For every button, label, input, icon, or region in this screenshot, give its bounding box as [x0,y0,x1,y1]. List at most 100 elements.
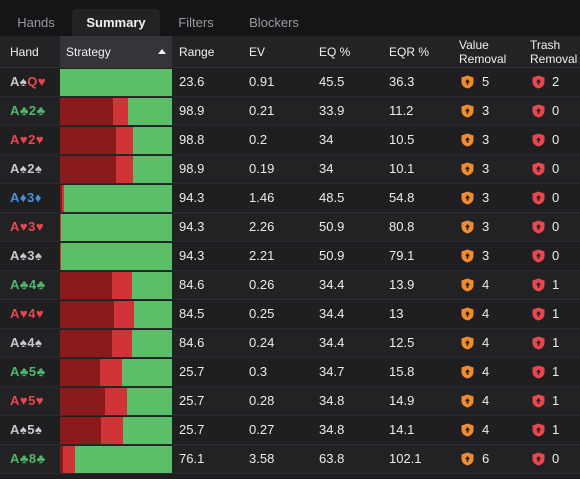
card-rank: A [10,103,20,118]
tab-blockers[interactable]: Blockers [249,15,299,30]
column-header-range[interactable]: Range [179,45,215,59]
tab-hands[interactable]: Hands [17,15,55,30]
range-cell: 98.9 [179,161,205,176]
suit-heart-icon: ♥ [19,219,29,234]
suit-heart-icon: ♥ [19,393,29,408]
tab-filters[interactable]: Filters [178,15,214,30]
hand-cell: A♠3♠ [10,242,42,270]
trash-removal-count: 0 [552,103,560,118]
strategy-segment-raise-small [116,127,133,154]
column-header-eq[interactable]: EQ % [319,45,351,59]
value-removal-count: 3 [482,248,490,263]
trash-removal-count: 1 [552,393,560,408]
strategy-segment-check [131,272,172,299]
suit-club-icon: ♣ [36,103,46,118]
table-row[interactable]: A♣2♣ 98.9 0.21 33.9 11.2 3 0 [0,97,580,126]
strategy-segment-raise-large [60,330,112,357]
sort-ascending-icon[interactable] [158,49,166,54]
equity-cell: 33.9 [319,103,345,118]
table-row[interactable]: A♥2♥ 98.8 0.2 34 10.5 3 0 [0,126,580,155]
tab-bar: Hands Summary Filters Blockers [0,0,580,36]
table-row[interactable]: A♥5♥ 25.7 0.28 34.8 14.9 4 1 [0,387,580,416]
suit-heart-icon: ♥ [35,393,45,408]
card-rank: 5 [28,393,36,408]
column-header-trash-removal[interactable]: Trash Removal [530,36,577,68]
equity-cell: 34.4 [319,277,345,292]
equity-cell: 34.8 [319,422,345,437]
strategy-segment-raise-small [112,98,129,125]
table-row[interactable]: A♠3♠ 94.3 2.21 50.9 79.1 3 0 [0,242,580,271]
value-removal-count: 4 [482,364,490,379]
column-header-trash-removal-line1: Trash [530,38,561,52]
table-row[interactable]: A♥4♥ 84.5 0.25 34.4 13 4 1 [0,300,580,329]
column-header-strategy[interactable]: Strategy [60,36,172,68]
value-removal-count: 3 [482,103,490,118]
table-row[interactable]: A♠Q♥ 23.6 0.91 45.5 36.3 5 2 [0,68,580,97]
eqr-cell: 14.9 [389,393,415,408]
strategy-segment-raise-small [116,156,133,183]
value-removal-count: 4 [482,422,490,437]
table-row[interactable]: A♠2♠ 98.9 0.19 34 10.1 3 0 [0,155,580,184]
column-header-value-removal[interactable]: Value Removal [459,36,506,68]
eqr-cell: 79.1 [389,248,415,263]
strategy-segment-raise-small [111,330,132,357]
hand-cell: A♣5♣ [10,358,46,386]
suit-spade-icon: ♠ [19,335,28,350]
ev-cell: 1.46 [249,190,275,205]
trash-removal-shield-icon [532,307,545,321]
equity-cell: 48.5 [319,190,345,205]
strategy-bar [60,388,172,415]
strategy-bar [60,359,172,386]
value-removal-count: 3 [482,132,490,147]
hand-cell: A♥3♥ [10,213,44,241]
card-rank: 3 [27,190,35,205]
strategy-segment-raise-small [100,359,122,386]
strategy-segment-raise-large [60,272,112,299]
trash-removal-count: 1 [552,277,560,292]
value-removal-count: 5 [482,74,490,89]
ev-cell: 0.91 [249,74,275,89]
table-row[interactable]: A♦3♦ 94.3 1.46 48.5 54.8 3 0 [0,184,580,213]
equity-cell: 34.7 [319,364,345,379]
table-row[interactable]: A♠4♠ 84.6 0.24 34.4 12.5 4 1 [0,329,580,358]
ev-cell: 2.26 [249,219,275,234]
ev-cell: 3.58 [249,451,275,466]
hand-cell: A♣8♣ [10,445,46,473]
column-header-hand[interactable]: Hand [10,45,39,59]
column-header-ev[interactable]: EV [249,45,266,59]
suit-club-icon: ♣ [36,364,46,379]
equity-cell: 63.8 [319,451,345,466]
tab-summary[interactable]: Summary [72,9,160,36]
trash-removal-count: 1 [552,364,560,379]
ev-cell: 0.27 [249,422,275,437]
table-row[interactable]: A♣4♣ 84.6 0.26 34.4 13.9 4 1 [0,271,580,300]
suit-spade-icon: ♠ [19,422,28,437]
suit-heart-icon: ♥ [35,306,45,321]
table-row[interactable]: A♥3♥ 94.3 2.26 50.9 80.8 3 0 [0,213,580,242]
table-header: Hand Strategy Range EV EQ % EQR % Value … [0,36,580,68]
card-rank: A [10,335,20,350]
strategy-segment-raise-small [63,446,75,473]
range-cell: 25.7 [179,393,205,408]
hand-cell: A♠5♠ [10,416,42,444]
strategy-segment-raise-small [60,243,62,270]
value-removal-shield-icon [461,452,474,466]
hand-cell: A♥4♥ [10,300,44,328]
eqr-cell: 80.8 [389,219,415,234]
value-removal-count: 4 [482,277,490,292]
suit-heart-icon: ♥ [19,306,29,321]
strategy-segment-raise-large [60,156,116,183]
value-removal-count: 4 [482,306,490,321]
ev-cell: 0.28 [249,393,275,408]
eqr-cell: 102.1 [389,451,422,466]
table-row[interactable]: A♣5♣ 25.7 0.3 34.7 15.8 4 1 [0,358,580,387]
strategy-segment-check [61,243,172,270]
table-row[interactable]: A♣8♣ 76.1 3.58 63.8 102.1 6 0 [0,445,580,474]
strategy-bar [60,185,172,212]
column-header-eqr[interactable]: EQR % [389,45,430,59]
strategy-segment-check [121,359,172,386]
card-rank: 5 [28,364,37,379]
trash-removal-count: 2 [552,74,560,89]
value-removal-shield-icon [461,336,474,350]
table-row[interactable]: A♠5♠ 25.7 0.27 34.8 14.1 4 1 [0,416,580,445]
